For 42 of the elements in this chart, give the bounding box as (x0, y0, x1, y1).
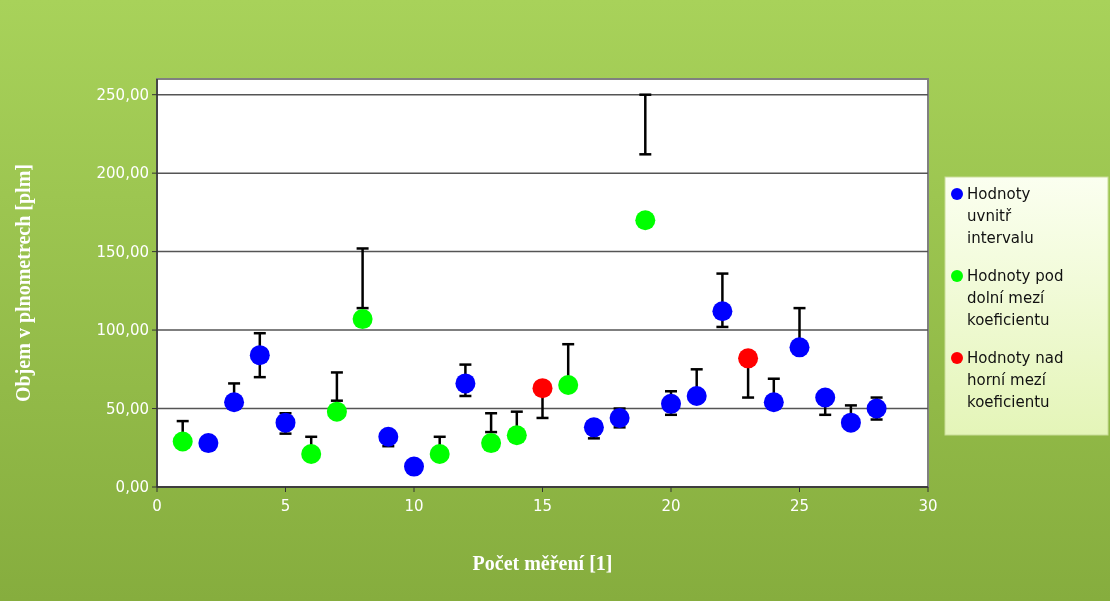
point (789, 337, 810, 358)
point (172, 431, 193, 452)
point (378, 426, 399, 447)
legend-label: Hodnoty pod dolní mezí koeficientu (967, 267, 1064, 329)
point (763, 392, 784, 413)
point (198, 433, 219, 454)
point (404, 456, 424, 477)
x-tick-label: 10 (404, 497, 424, 515)
point (249, 345, 270, 366)
y-tick-label: 150,00 (96, 242, 149, 261)
y-tick-label: 100,00 (96, 321, 149, 340)
point (738, 348, 759, 369)
x-tick-label: 30 (918, 497, 938, 515)
point (712, 301, 733, 322)
point (301, 444, 322, 465)
legend-label: Hodnoty uvnitř intervalu (967, 185, 1034, 247)
x-tick-label: 5 (280, 497, 291, 515)
point (506, 425, 527, 446)
point (815, 387, 836, 408)
point (481, 433, 502, 454)
point (352, 309, 373, 330)
point (558, 375, 579, 395)
x-tick-label: 20 (661, 497, 681, 515)
point (686, 385, 707, 406)
y-axis-title: Objem v plnometrech [plm] (12, 164, 35, 402)
x-tick-label: 15 (532, 497, 553, 515)
x-tick-label: 25 (789, 497, 810, 515)
point (840, 412, 861, 433)
x-axis-title: Počet měření [1] (472, 552, 613, 574)
point (455, 373, 476, 394)
point (635, 210, 656, 231)
x-tick-label: 0 (152, 497, 162, 515)
y-tick-label: 0,00 (115, 478, 149, 497)
y-tick-label: 250,00 (96, 85, 149, 104)
point (224, 392, 245, 413)
point (583, 417, 604, 438)
point (532, 378, 553, 399)
point (326, 401, 347, 422)
point (429, 444, 450, 465)
y-tick-label: 50,00 (106, 399, 149, 418)
legend-label: Hodnoty nad horní mezí koeficientu (967, 349, 1064, 411)
y-tick-label: 200,00 (96, 164, 149, 183)
